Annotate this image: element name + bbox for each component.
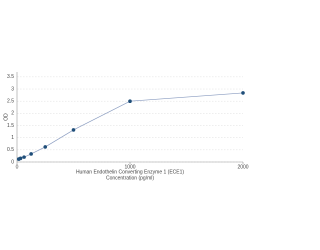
data-point (241, 91, 245, 95)
series-line (18, 92, 244, 160)
y-tick-label: 2.5 (7, 99, 14, 105)
x-axis-label: Concentration (pg/ml) (106, 175, 154, 181)
data-point (128, 99, 132, 103)
y-tick-label: 3.5 (7, 74, 14, 80)
y-axis-label: OD (3, 113, 9, 121)
x-axis-label: Human Endothelin Converting Enzyme 1 (EC… (76, 169, 184, 175)
y-tick-label: 0.5 (7, 147, 14, 153)
x-tick-label: 2000 (237, 164, 248, 170)
data-point (22, 155, 26, 159)
data-point (29, 152, 33, 156)
y-tick-label: 1 (11, 135, 14, 141)
chart: OD Human Endothelin Converting Enzyme 1 … (3, 72, 249, 181)
y-tick-label: 3 (11, 86, 14, 92)
y-tick-label: 0 (11, 159, 14, 165)
y-tick-label: 2 (11, 111, 14, 117)
data-point (18, 156, 23, 161)
y-tick-label: 1.5 (7, 123, 14, 129)
x-tick-label: 0 (16, 164, 19, 170)
data-point (71, 128, 76, 132)
x-tick-label: 1000 (124, 164, 135, 170)
data-point (43, 145, 48, 149)
